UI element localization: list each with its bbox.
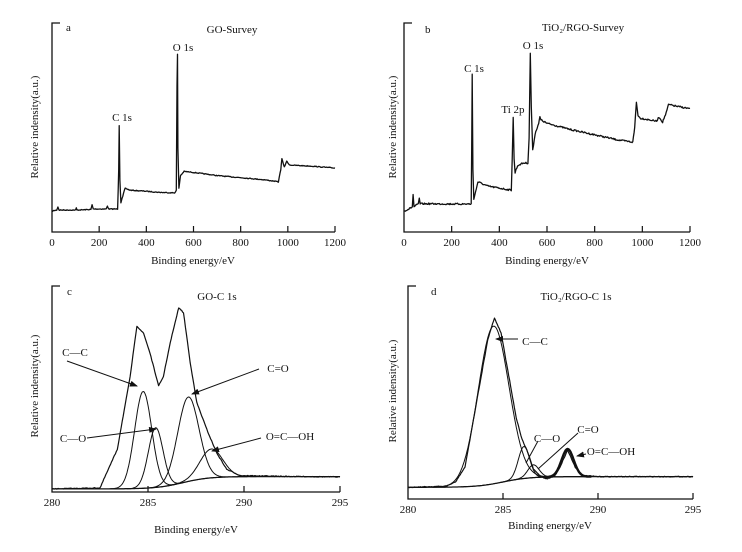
annotation-c-cc: C—C <box>62 347 88 359</box>
x-tick-label-a-0: 0 <box>49 237 55 249</box>
x-tick-label-c-295: 295 <box>332 497 349 509</box>
component-peak-c-0 <box>109 391 177 490</box>
arrow-c-co <box>86 426 157 439</box>
x-tick-label-d-295: 295 <box>685 504 702 516</box>
ylabel-b: Relative indensity(a.u.) <box>387 75 399 178</box>
x-tick-label-b-400: 400 <box>491 237 508 249</box>
title-c: GO-C 1s <box>197 291 236 303</box>
title-b: TiO₂/RGO-Survey <box>542 22 625 34</box>
axes-b <box>403 22 690 233</box>
xlabel-b: Binding energy/eV <box>505 255 589 267</box>
ylabel-c: Relative indensity(a.u.) <box>29 334 41 437</box>
xlabel-a: Binding energy/eV <box>151 255 235 267</box>
x-tick-label-a-600: 600 <box>185 237 202 249</box>
background-line-c <box>52 475 340 490</box>
title-d: TiO₂/RGO-C 1s <box>541 291 612 303</box>
title-a: GO-Survey <box>207 24 258 36</box>
component-peak-d-1 <box>501 446 546 483</box>
xlabel-d: Binding energy/eV <box>508 520 592 532</box>
x-tick-label-b-1200: 1200 <box>679 237 702 249</box>
envelope-line-c <box>51 307 341 490</box>
annotation-c-c-double-o: C=O <box>267 363 289 375</box>
annotation-b-o1s: O 1s <box>523 40 543 52</box>
axes-d <box>407 285 693 500</box>
annotation-c-co: C—O <box>60 433 86 445</box>
x-tick-label-a-1000: 1000 <box>277 237 300 249</box>
axes-a <box>51 22 335 233</box>
annotation-d-cc: C—C <box>522 336 548 348</box>
envelope-line-d <box>407 317 694 489</box>
component-peak-d-0 <box>432 325 555 488</box>
x-tick-label-a-1200: 1200 <box>324 237 347 249</box>
axes-c <box>51 285 340 493</box>
x-tick-label-c-285: 285 <box>140 497 157 509</box>
line-d-c-double-o <box>537 432 579 470</box>
panel-letter-c: c <box>67 286 72 298</box>
x-tick-label-d-290: 290 <box>590 504 607 516</box>
spectrum-line-a <box>51 53 336 212</box>
x-tick-label-c-290: 290 <box>236 497 253 509</box>
x-tick-label-b-0: 0 <box>401 237 407 249</box>
line-d-co <box>525 440 539 464</box>
x-tick-label-a-800: 800 <box>232 237 249 249</box>
x-tick-label-a-400: 400 <box>138 237 155 249</box>
annotation-d-c-double-o: C=O <box>577 424 599 436</box>
x-tick-label-a-200: 200 <box>91 237 108 249</box>
ylabel-d: Relative indensity(a.u.) <box>387 339 399 442</box>
component-peak-c-1 <box>126 427 185 490</box>
arrow-c-cooh <box>211 437 262 453</box>
ylabel-a: Relative indensity(a.u.) <box>29 75 41 178</box>
x-tick-label-b-200: 200 <box>443 237 460 249</box>
arrow-d-cooh <box>576 451 587 458</box>
component-peak-d-3 <box>543 447 592 479</box>
annotation-c-cooh: O=C—OH <box>266 431 314 443</box>
spectrum-line-b <box>403 52 691 212</box>
component-peak-c-2 <box>146 396 231 489</box>
annotation-b-ti2p: Ti 2p <box>501 104 525 116</box>
annotation-b-c1s: C 1s <box>464 63 484 75</box>
component-peak-c-3 <box>166 448 257 487</box>
arrow-c-cc <box>66 360 138 387</box>
x-tick-label-d-280: 280 <box>400 504 417 516</box>
annotation-d-cooh: O=C—OH <box>587 446 635 458</box>
xlabel-c: Binding energy/eV <box>154 524 238 536</box>
annotation-a-c1s: C 1s <box>112 112 132 124</box>
annotation-d-co: C—O <box>534 433 560 445</box>
annotation-a-o1s: O 1s <box>173 42 193 54</box>
arrow-c-c-double-o <box>191 368 260 395</box>
x-tick-label-c-280: 280 <box>44 497 61 509</box>
panel-letter-b: b <box>425 24 431 36</box>
panel-letter-a: a <box>66 22 71 34</box>
x-tick-label-d-285: 285 <box>495 504 512 516</box>
x-tick-label-b-800: 800 <box>586 237 603 249</box>
panel-letter-d: d <box>431 286 437 298</box>
x-tick-label-b-600: 600 <box>539 237 556 249</box>
x-tick-label-b-1000: 1000 <box>631 237 654 249</box>
